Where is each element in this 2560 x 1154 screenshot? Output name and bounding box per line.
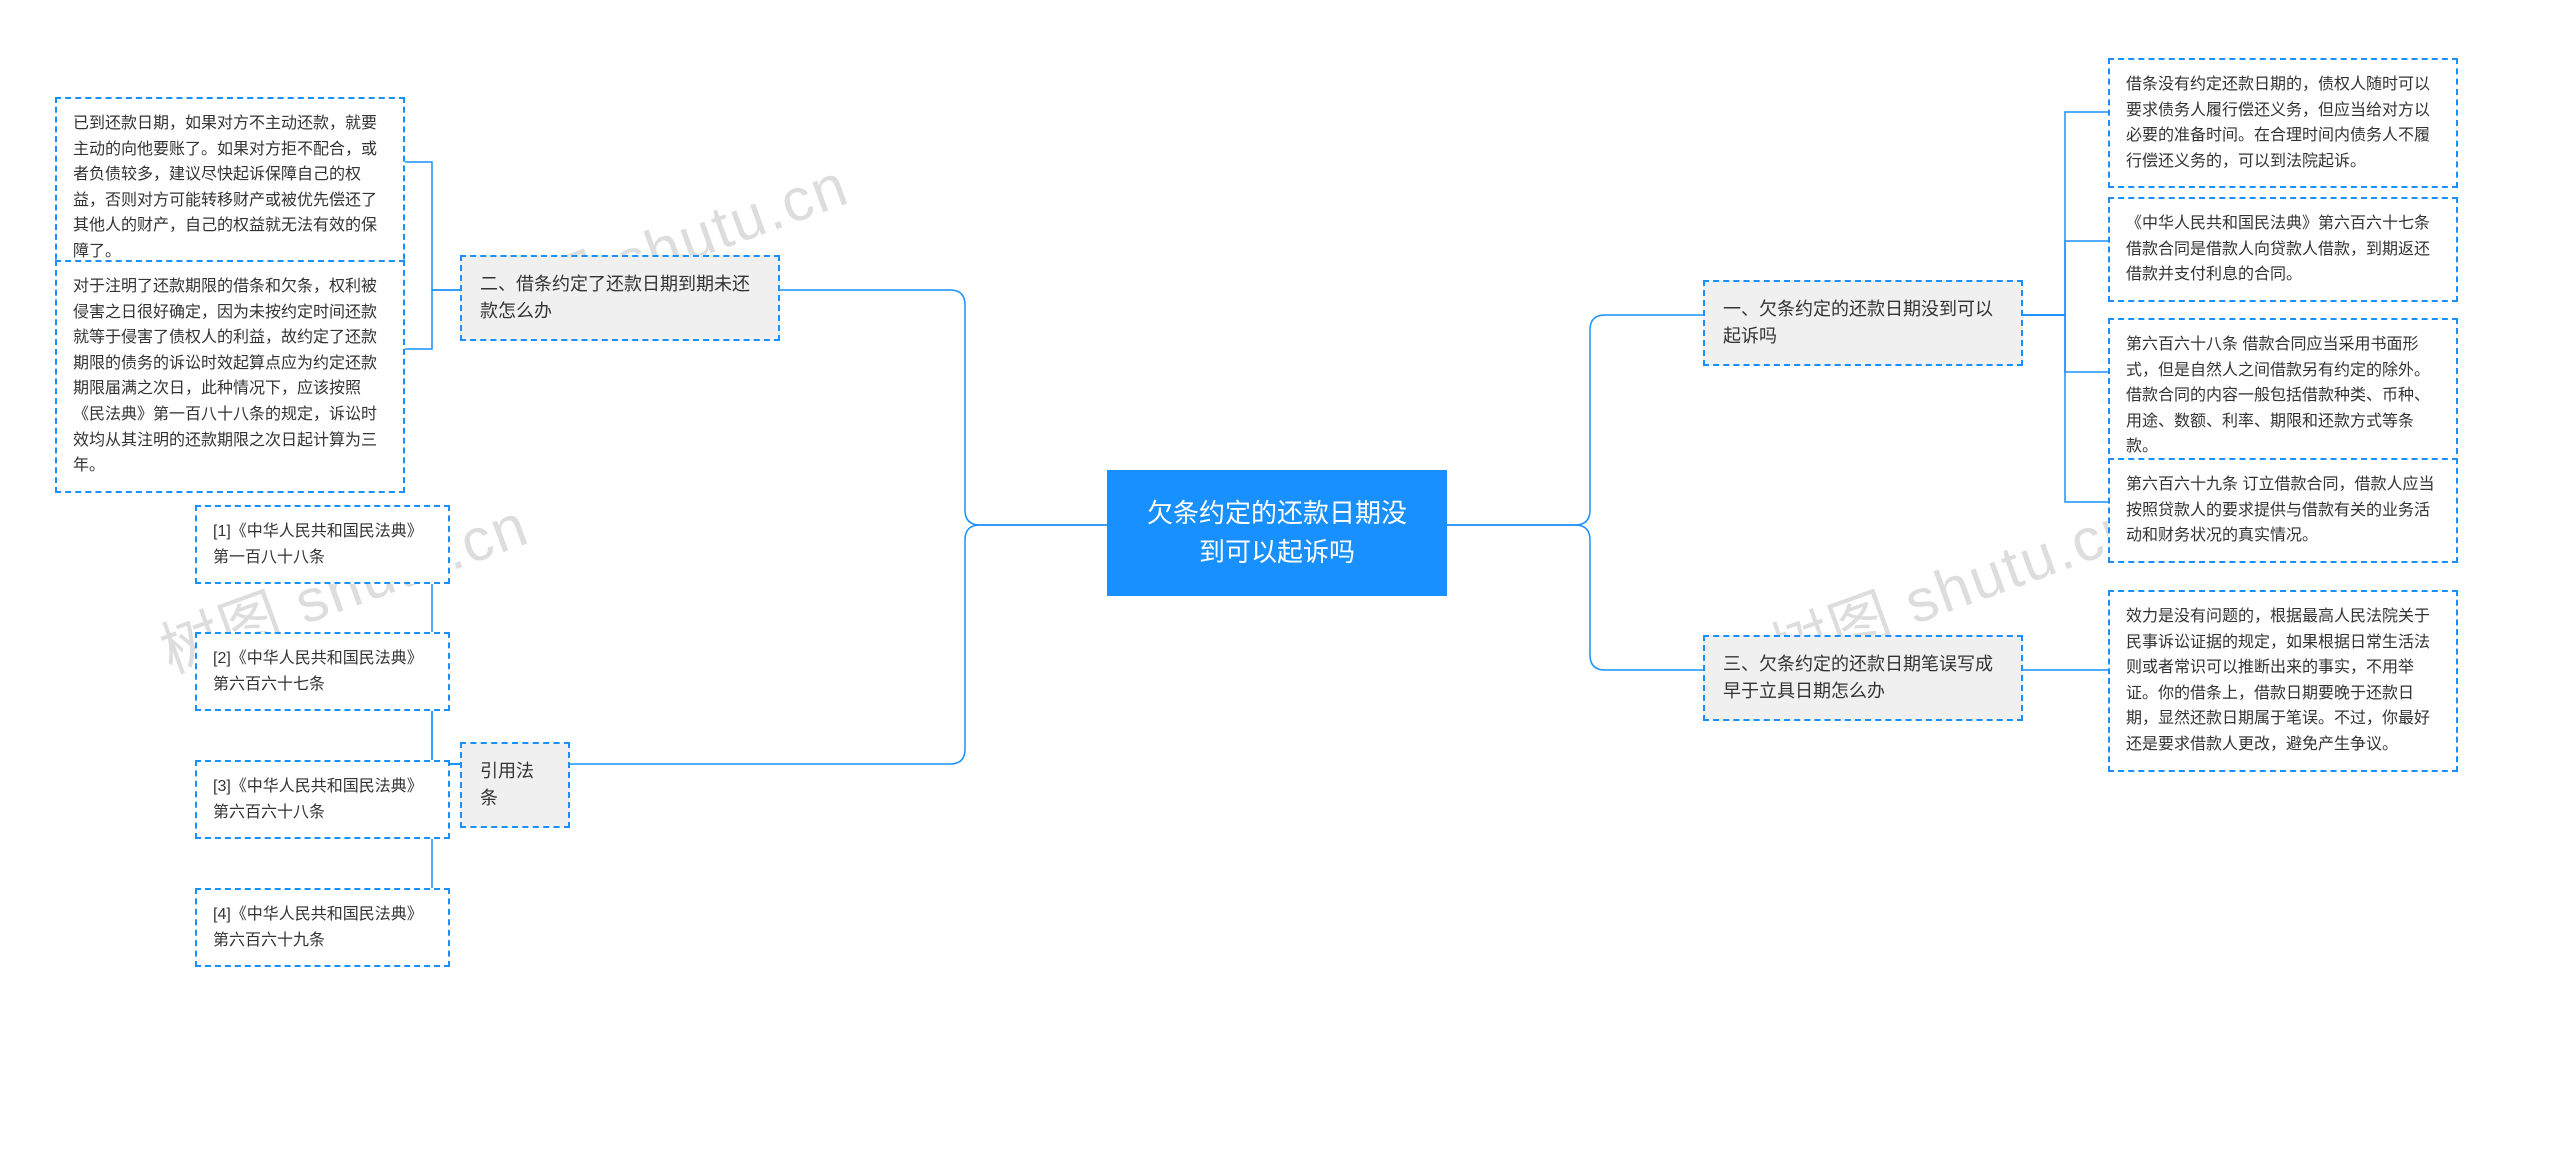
center-node: 欠条约定的还款日期没到可以起诉吗 (1107, 470, 1447, 596)
branch-left-2: 引用法条 (460, 742, 570, 828)
leaf-left-2-2: [3]《中华人民共和国民法典》第六百六十八条 (195, 760, 450, 839)
leaf-right-1-1: 《中华人民共和国民法典》第六百六十七条 借款合同是借款人向贷款人借款，到期返还借… (2108, 197, 2458, 302)
leaf-left-1-1: 对于注明了还款期限的借条和欠条，权利被侵害之日很好确定，因为未按约定时间还款就等… (55, 260, 405, 493)
branch-right-1: 一、欠条约定的还款日期没到可以起诉吗 (1703, 280, 2023, 366)
leaf-right-1-2: 第六百六十八条 借款合同应当采用书面形式，但是自然人之间借款另有约定的除外。借款… (2108, 318, 2458, 474)
leaf-right-1-3: 第六百六十九条 订立借款合同，借款人应当按照贷款人的要求提供与借款有关的业务活动… (2108, 458, 2458, 563)
leaf-left-2-0: [1]《中华人民共和国民法典》第一百八十八条 (195, 505, 450, 584)
leaf-right-2-0: 效力是没有问题的，根据最高人民法院关于民事诉讼证据的规定，如果根据日常生活法则或… (2108, 590, 2458, 772)
branch-right-2: 三、欠条约定的还款日期笔误写成早于立具日期怎么办 (1703, 635, 2023, 721)
branch-left-1: 二、借条约定了还款日期到期未还款怎么办 (460, 255, 780, 341)
leaf-left-2-1: [2]《中华人民共和国民法典》第六百六十七条 (195, 632, 450, 711)
leaf-left-2-3: [4]《中华人民共和国民法典》第六百六十九条 (195, 888, 450, 967)
leaf-right-1-0: 借条没有约定还款日期的，债权人随时可以要求债务人履行偿还义务，但应当给对方以必要… (2108, 58, 2458, 188)
leaf-left-1-0: 已到还款日期，如果对方不主动还款，就要主动的向他要账了。如果对方拒不配合，或者负… (55, 97, 405, 279)
